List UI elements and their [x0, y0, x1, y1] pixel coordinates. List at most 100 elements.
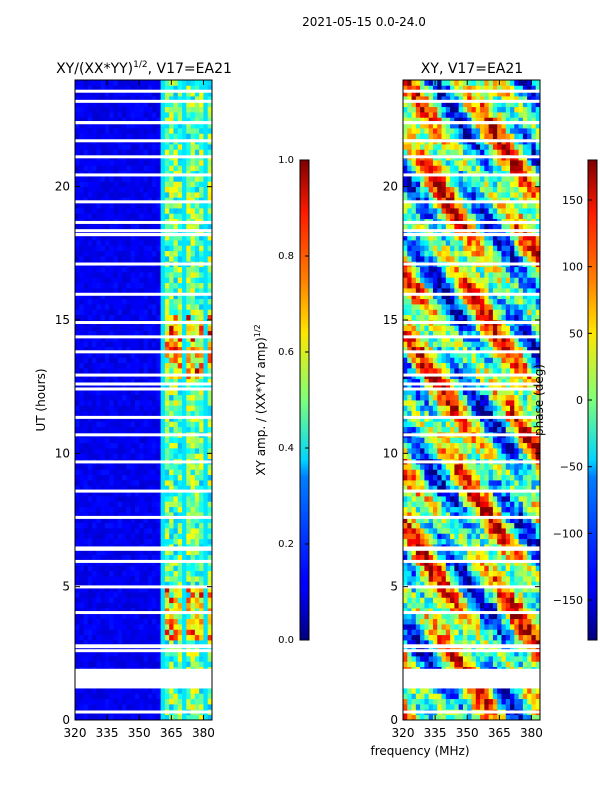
phase-cell [501, 602, 507, 609]
amplitude-cell [130, 613, 136, 620]
amplitude-cell [139, 464, 144, 470]
amplitude-cell [92, 469, 97, 476]
amplitude-cell [156, 208, 162, 214]
phase-cell [403, 656, 408, 662]
amplitude-cell [173, 714, 179, 721]
amplitude-cell [126, 474, 132, 481]
phase-cell [531, 693, 537, 700]
amplitude-cell [113, 149, 119, 156]
amplitude-cell [177, 240, 183, 246]
amplitude-cell [152, 576, 157, 582]
amplitude-cell [147, 570, 153, 577]
amplitude-cell [79, 437, 84, 444]
phase-cell [415, 608, 421, 614]
amplitude-cell [143, 384, 149, 390]
amplitude-cell [92, 538, 97, 545]
amplitude-cell [134, 192, 140, 198]
phase-cell [535, 581, 541, 588]
amplitude-cell [186, 325, 191, 332]
amplitude-cell [143, 202, 149, 209]
phase-cell [492, 613, 498, 620]
amplitude-cell [194, 256, 200, 262]
amplitude-cell [75, 490, 80, 497]
amplitude-cell [160, 229, 166, 236]
amplitude-cell [173, 608, 179, 614]
amplitude-cell [194, 656, 200, 662]
amplitude-flagged-row [75, 262, 212, 266]
amplitude-cell [194, 117, 200, 124]
amplitude-cell [169, 293, 174, 300]
amplitude-cell [190, 266, 196, 273]
amplitude-cell [122, 704, 127, 710]
amplitude-cell [190, 592, 196, 598]
amplitude-cell [199, 586, 204, 593]
amplitude-cell [203, 112, 209, 118]
amplitude-cell [207, 581, 213, 588]
amplitude-cell [203, 293, 209, 300]
amplitude-cell [87, 202, 93, 209]
amplitude-cell [113, 186, 119, 193]
amplitude-cell [139, 410, 144, 417]
phase-cell [510, 704, 515, 710]
amplitude-cell [207, 410, 213, 417]
amplitude-cell [117, 586, 123, 593]
amplitude-cell [164, 325, 170, 332]
amplitude-cell [96, 181, 102, 188]
amplitude-cell [126, 325, 132, 332]
amplitude-cell [139, 96, 144, 102]
amplitude-cell [164, 645, 170, 652]
amplitude-cell [139, 442, 144, 449]
amplitude-cell [87, 400, 93, 406]
amplitude-cell [134, 634, 140, 641]
amplitude-cell [147, 485, 153, 492]
amplitude-cell [113, 117, 119, 124]
amplitude-cell [104, 490, 110, 497]
amplitude-cell [122, 645, 127, 652]
amplitude-cell [109, 394, 114, 401]
amplitude-cell [160, 245, 166, 252]
amplitude-cell [164, 117, 170, 124]
amplitude-cell [182, 554, 187, 561]
amplitude-cell [169, 608, 174, 614]
amplitude-cell [104, 522, 110, 529]
phase-cell [522, 613, 528, 620]
amplitude-cell [113, 480, 119, 486]
amplitude-cell [156, 101, 162, 108]
amplitude-cell [173, 496, 179, 502]
phase-cell [411, 650, 417, 657]
amplitude-cell [100, 506, 106, 513]
amplitude-cell [143, 394, 149, 401]
phase-cell [535, 704, 541, 710]
amplitude-cell [130, 128, 136, 134]
amplitude-cell [100, 480, 106, 486]
amplitude-cell [190, 528, 196, 534]
phase-cell [467, 565, 472, 572]
amplitude-cell [152, 549, 157, 556]
amplitude-cell [79, 586, 84, 593]
amplitude-cell [156, 597, 162, 604]
amplitude-cell [156, 288, 162, 294]
amplitude-cell [79, 512, 84, 518]
amplitude-cell [139, 128, 144, 134]
amplitude-cell [190, 554, 196, 561]
amplitude-cell [117, 538, 123, 545]
amplitude-cell [173, 437, 179, 444]
amplitude-cell [92, 480, 97, 486]
amplitude-cell [186, 122, 191, 129]
amplitude-cell [122, 698, 127, 705]
amplitude-cell [100, 160, 106, 166]
amplitude-cell [143, 282, 149, 289]
phase-cell [522, 549, 528, 556]
phase-cell [458, 608, 464, 614]
amplitude-cell [126, 378, 132, 385]
amplitude-cell [203, 234, 209, 241]
amplitude-cell [130, 208, 136, 214]
amplitude-cell [186, 293, 191, 300]
amplitude-cell [143, 490, 149, 497]
phase-cell [462, 586, 468, 593]
phase-cell [492, 634, 498, 641]
amplitude-cell [134, 453, 140, 460]
amplitude-cell [207, 90, 213, 97]
amplitude-cell [83, 522, 89, 529]
amplitude-cell [92, 240, 97, 246]
